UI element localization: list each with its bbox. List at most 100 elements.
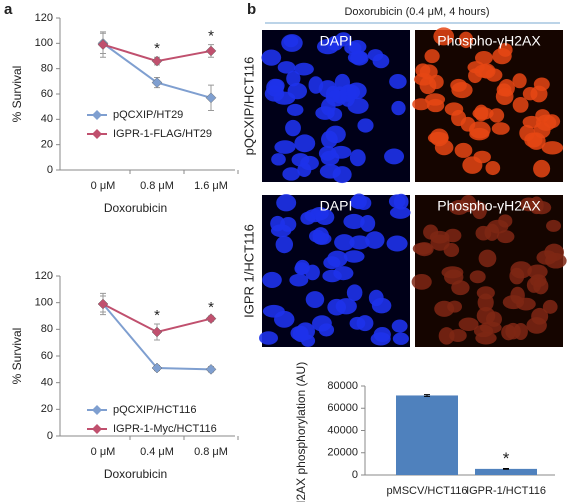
nucleus: [478, 249, 497, 268]
nucleus: [434, 300, 455, 317]
nucleus: [476, 286, 495, 300]
nucleus: [346, 284, 363, 302]
nucleus: [458, 317, 479, 332]
nucleus: [530, 85, 548, 103]
nucleus: [474, 104, 489, 122]
nucleus: [332, 166, 352, 184]
nucleus: [545, 253, 567, 269]
nucleus: [373, 327, 391, 343]
y-tick-label: 40000: [327, 424, 358, 436]
panel-label: b: [247, 1, 256, 18]
nucleus: [533, 121, 551, 139]
marker: [205, 313, 217, 325]
y-tick-label: 60: [41, 350, 53, 362]
nucleus: [512, 73, 527, 89]
nucleus: [325, 89, 347, 107]
y-axis-label: % Survival: [10, 66, 24, 123]
bar: [475, 468, 537, 475]
x-tick-label: 0 μM: [91, 180, 116, 192]
legend-label: IGPR-1-FLAG/HT29: [113, 128, 212, 140]
nucleus: [275, 235, 294, 254]
nucleus: [293, 62, 314, 76]
nucleus: [391, 100, 406, 116]
nucleus: [392, 332, 409, 345]
image-column-label: Phospho-γH2AX: [437, 33, 541, 49]
y-tick-label: 20: [41, 139, 53, 151]
nucleus: [485, 160, 501, 176]
nucleus: [495, 87, 514, 106]
y-tick-label: 80: [41, 63, 53, 75]
nucleus: [542, 299, 558, 314]
nucleus: [473, 150, 491, 164]
nucleus: [343, 250, 365, 263]
nucleus: [501, 324, 516, 341]
nucleus: [460, 116, 476, 132]
nucleus: [454, 142, 473, 158]
nucleus: [283, 35, 299, 48]
marker: [151, 362, 163, 374]
panel-label: a: [4, 1, 13, 18]
nucleus: [271, 153, 286, 166]
nucleus: [389, 74, 407, 89]
nucleus: [473, 324, 494, 338]
marker: [205, 45, 217, 57]
nucleus: [533, 159, 551, 178]
x-tick-label: 0.4 μM: [140, 446, 174, 458]
x-tick-label: IGPR-1/HCT116: [466, 485, 546, 497]
nucleus: [529, 196, 544, 215]
y-tick-label: 100: [35, 297, 53, 309]
nucleus: [270, 224, 292, 238]
nucleus: [546, 219, 562, 232]
nucleus: [262, 271, 282, 289]
nucleus: [498, 214, 513, 228]
annotation: *: [154, 307, 160, 324]
nucleus: [491, 122, 510, 135]
y-tick-label: 20: [41, 403, 53, 415]
y-tick-label: 100: [35, 37, 53, 49]
nucleus: [259, 331, 278, 345]
nucleus: [347, 51, 368, 65]
nucleus: [423, 224, 439, 240]
error-bar: [424, 394, 430, 397]
nucleus: [365, 231, 385, 249]
legend-marker: [92, 110, 102, 120]
nucleus: [274, 310, 295, 328]
nucleus: [318, 323, 335, 337]
annotation: *: [503, 449, 510, 468]
nucleus: [295, 322, 316, 341]
nucleus: [300, 211, 316, 225]
legend-marker: [92, 424, 102, 434]
nucleus: [384, 148, 405, 165]
image-column-label: DAPI: [320, 33, 353, 49]
nucleus: [274, 140, 296, 154]
nucleus: [475, 225, 492, 241]
nucleus: [285, 119, 301, 137]
nucleus: [351, 193, 367, 210]
nucleus: [330, 145, 352, 159]
nucleus: [468, 68, 483, 84]
nucleus: [533, 277, 549, 295]
y-tick-label: 80: [41, 323, 53, 335]
error-bar: [503, 468, 509, 470]
y-tick-label: 0: [47, 430, 53, 442]
image-row-label: IGPR 1/HCT116: [241, 224, 256, 318]
y-tick-label: 60: [41, 88, 53, 100]
image-column-label: Phospho-γH2AX: [437, 198, 541, 214]
bar: [396, 395, 458, 475]
nucleus: [346, 82, 367, 100]
nucleus: [368, 289, 384, 307]
x-tick-label: 1.6 μM: [194, 180, 228, 192]
y-tick-label: 20000: [327, 447, 358, 459]
annotation: *: [208, 299, 214, 316]
nucleus: [349, 235, 370, 250]
nucleus: [335, 298, 357, 315]
nucleus: [443, 243, 460, 258]
nucleus: [287, 82, 308, 100]
nucleus: [389, 206, 411, 219]
nucleus: [489, 108, 505, 123]
nucleus: [428, 74, 444, 90]
marker: [151, 77, 163, 88]
nucleus: [492, 47, 512, 65]
nucleus: [349, 149, 366, 167]
